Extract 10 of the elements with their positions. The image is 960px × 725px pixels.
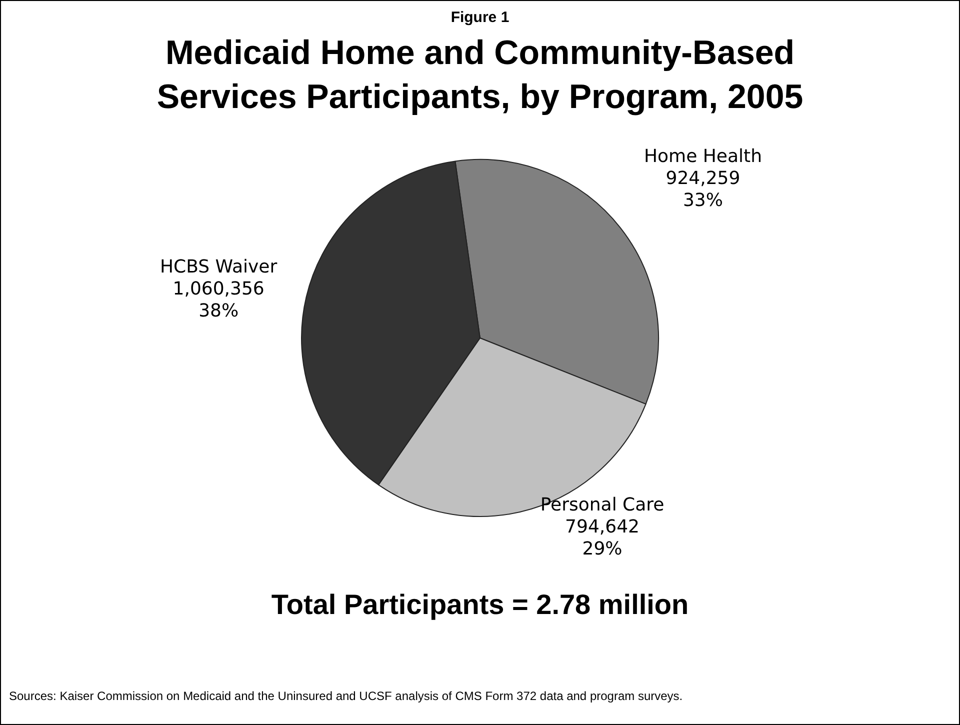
data-label: 794,642 29% — [565, 516, 640, 560]
slice-label: HCBS Waiver — [160, 256, 278, 278]
source-note: Sources: Kaiser Commission on Medicaid and the Uninsured and UCSF analysis of CMS Form 372 data and program surveys. — [9, 689, 683, 703]
slice-label: Home Health — [644, 146, 762, 167]
text: Total Participants = 2.78 million — [270, 589, 690, 621]
data-label: 924,259 33% — [666, 168, 740, 211]
chart-title: Medicaid Home and Community-Based Services Participants, by Program, 2005 — [156, 33, 804, 118]
data-label: 1,060,356 38% — [172, 278, 264, 322]
slice-label: Personal Care — [540, 494, 664, 516]
chart-subtitle: Figure 1 — [450, 9, 510, 26]
